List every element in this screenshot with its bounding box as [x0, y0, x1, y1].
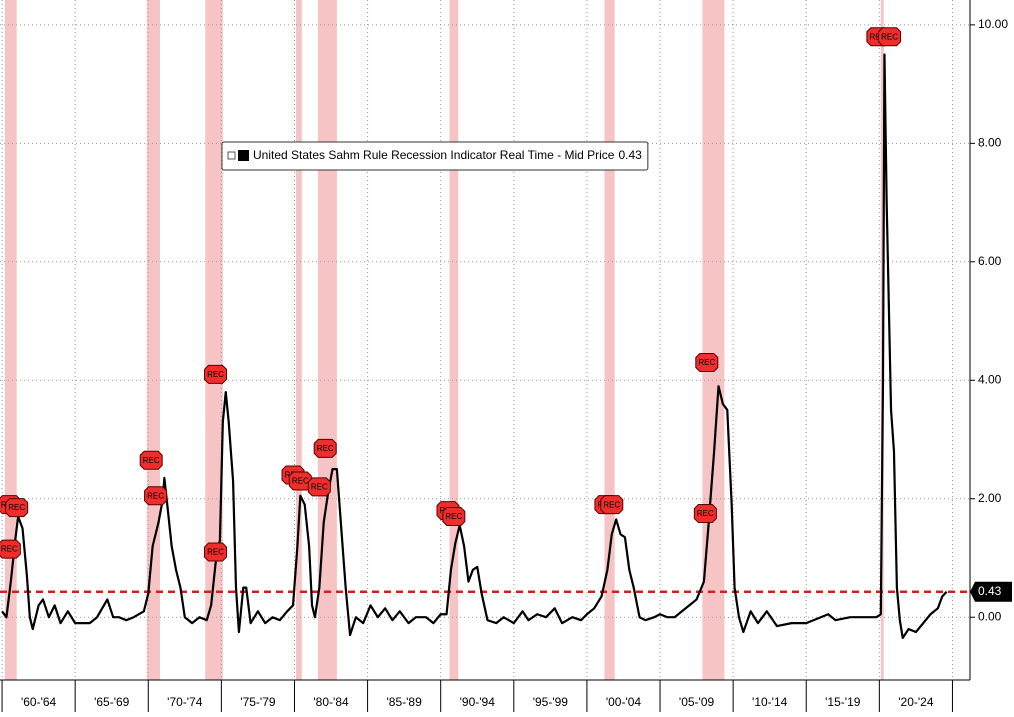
rec-annotation: REC [695, 353, 719, 373]
rec-label: REC [697, 509, 714, 518]
rec-label: REC [603, 500, 620, 509]
recession-band [449, 0, 459, 680]
rec-badge [139, 450, 163, 470]
x-tick-label: '60-'64 [21, 695, 57, 709]
rec-annotation: REC [307, 477, 331, 497]
y-tick-label: 0.00 [978, 609, 1002, 623]
rec-label: REC [207, 548, 224, 557]
rec-annotation: REC [442, 507, 466, 527]
last-value-tag: 0.43 [970, 581, 1012, 602]
x-tick-label: '15-'19 [825, 695, 861, 709]
recession-band [702, 0, 725, 680]
rec-label: REC [698, 358, 715, 367]
recession-band [295, 0, 302, 680]
y-tick-label: 2.00 [978, 491, 1002, 505]
rec-annotation: REC [878, 27, 902, 47]
rec-badge [204, 542, 228, 562]
y-tick-label: 4.00 [978, 372, 1002, 386]
x-tick-label: '75-'79 [240, 695, 276, 709]
x-tick-label: '85-'89 [387, 695, 423, 709]
x-tick-label: '65-'69 [94, 695, 130, 709]
rec-label: REC [1, 545, 18, 554]
rec-badge [442, 507, 466, 527]
rec-badge [600, 495, 624, 515]
rec-annotation: REC [144, 486, 168, 506]
rec-badge [288, 471, 312, 491]
rec-annotation: REC [600, 495, 624, 515]
x-tick-label: '20-'24 [898, 695, 934, 709]
rec-annotation: REC [204, 364, 228, 384]
rec-label: REC [445, 512, 462, 521]
legend: United States Sahm Rule Recession Indica… [221, 141, 649, 171]
last-value-box [970, 581, 1012, 602]
x-tick-label: '95-'99 [533, 695, 569, 709]
rec-label: REC [147, 491, 164, 500]
recession-band [205, 0, 223, 680]
rec-annotation: REC [0, 539, 21, 559]
rec-badge [693, 504, 717, 524]
x-tick-label: '80-'84 [313, 695, 349, 709]
rec-badge [313, 438, 337, 458]
rec-label: REC [869, 32, 886, 41]
legend-box [221, 141, 649, 171]
x-tick-label: '10-'14 [752, 695, 788, 709]
recession-band [604, 0, 615, 680]
rec-annotation: REC [204, 542, 228, 562]
x-tick-label: '90-'94 [460, 695, 496, 709]
y-tick-label: 6.00 [978, 254, 1002, 268]
rec-annotation: REC [139, 450, 163, 470]
rec-label: REC [207, 370, 224, 379]
rec-badge [144, 486, 168, 506]
series-line [1, 53, 948, 640]
rec-badge [878, 27, 902, 47]
rec-annotation: REC [693, 504, 717, 524]
y-tick-label: 8.00 [978, 136, 1002, 150]
legend-expander [227, 151, 236, 160]
rec-badge [5, 498, 29, 518]
rec-badge [695, 353, 719, 373]
rec-annotation: REC [5, 498, 29, 518]
rec-label: REC [143, 456, 160, 465]
recession-band [4, 0, 17, 680]
rec-annotation: REC [288, 471, 312, 491]
legend-value: 0.43 [618, 148, 642, 162]
rec-label: REC [292, 477, 309, 486]
recession-band [146, 0, 160, 680]
x-tick-label: '00-'04 [606, 695, 642, 709]
rec-badge [204, 364, 228, 384]
x-tick-label: '05-'09 [679, 695, 715, 709]
legend-name: United States Sahm Rule Recession Indica… [253, 148, 615, 162]
rec-label: REC [881, 32, 898, 41]
rec-label: REC [8, 503, 25, 512]
rec-annotation: REC [313, 438, 337, 458]
rec-badge [0, 539, 21, 559]
x-tick-label: '70-'74 [167, 695, 203, 709]
y-tick-label: 10.00 [978, 17, 1008, 31]
rec-label: REC [311, 483, 328, 492]
legend-swatch [238, 150, 249, 161]
last-value-label: 0.43 [978, 584, 1002, 598]
rec-badge [307, 477, 331, 497]
rec-label: REC [317, 444, 334, 453]
